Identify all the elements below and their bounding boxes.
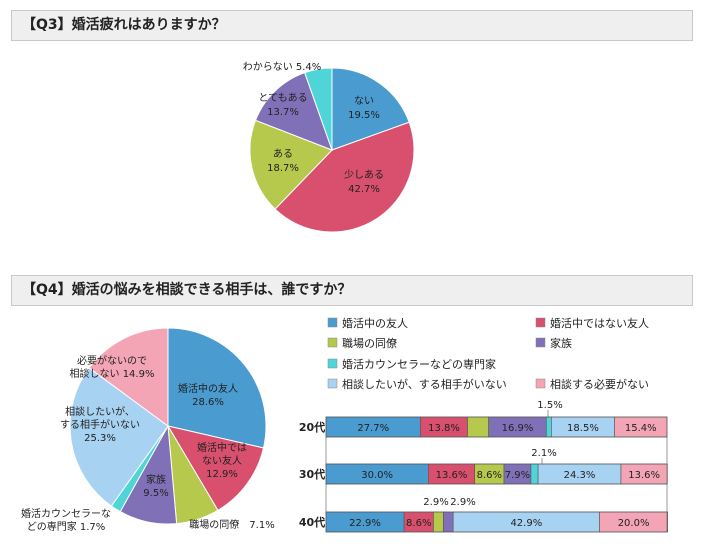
bar-label-1-5: 24.3% [564, 470, 596, 481]
q4-pie-label-s4-1: どの専門家 1.7% [27, 520, 106, 533]
q3-label-name-1: 少しある [344, 169, 384, 181]
q3-slice-3 [254, 72, 333, 151]
q3-label-value-2: 18.7% [267, 163, 299, 174]
legend-label-3: 家族 [550, 336, 572, 350]
bar-outline-1 [325, 463, 668, 485]
q4-slice-6 [88, 327, 169, 427]
q3-label-4: わからない 5.4% [243, 61, 322, 73]
bar-2-2 [433, 511, 444, 533]
legend-swatch-2 [327, 337, 338, 348]
bar-label-2-6: 20.0% [618, 518, 650, 529]
q4-pie-label-s3-0: 家族 [146, 473, 166, 486]
legend-label-0: 婚活中の友人 [342, 316, 408, 330]
legend-label-4: 婚活カウンセラーなどの専門家 [342, 357, 496, 371]
bar-0-2 [467, 416, 489, 438]
q4-pie-label-s6-0: 必要がないので [77, 354, 147, 367]
bar-label-1-0: 30.0% [361, 470, 393, 481]
bar-0-4 [545, 416, 552, 438]
legend-label-5: 相談したいが、する相手がいない [342, 377, 507, 391]
q4-slice-5 [69, 367, 169, 507]
q4-pie-label-s2-0: 職場の同僚 7.1% [189, 518, 274, 531]
bar-label-2-5: 42.9% [510, 518, 542, 529]
q4-slice-0 [167, 327, 267, 449]
q3-label-value-1: 42.7% [348, 184, 380, 195]
q3-pie-chart: ない 19.5% 少しある 42.7% ある 18.7% とてもある 13.7% わからない 5… [243, 61, 415, 233]
age-label-1: 30代 [299, 467, 325, 481]
age-label-0: 20代 [299, 420, 325, 434]
bar-label-1-1: 13.6% [436, 470, 468, 481]
bar-callout-2-2: 2.9% [423, 497, 448, 508]
bar-1-4 [530, 463, 539, 485]
bar-callout-1-4: 2.1% [531, 448, 556, 459]
q4-pie-label-s5-2: 25.3% [84, 433, 116, 444]
q3-label-value-3: 13.7% [267, 107, 299, 118]
bar-label-2-0: 22.9% [349, 518, 381, 529]
bar-callout-2-3: 2.9% [450, 497, 475, 508]
legend-swatch-3 [535, 337, 546, 348]
q4-pie-label-s3-1: 9.5% [143, 488, 168, 499]
q4-pie-label-s1-2: 12.9% [206, 469, 238, 480]
bar-label-1-2: 8.6% [477, 470, 502, 481]
q3-label-name-2: ある [273, 148, 293, 160]
legend-swatch-0 [327, 317, 338, 328]
bar-label-1-3: 7.9% [505, 470, 530, 481]
q4-pie-label-s1-1: ない友人 [202, 454, 242, 467]
q3-label-name-3: とてもある [258, 92, 307, 104]
q4-pie-label-s1-0: 婚活中では [197, 441, 247, 454]
legend-swatch-4 [327, 358, 338, 369]
bar-2-3 [443, 511, 454, 533]
bar-label-0-0: 27.7% [357, 423, 389, 434]
q4-pie-label-s0-0: 婚活中の友人 [178, 382, 238, 395]
q4-pie-label-s0-1: 28.6% [192, 397, 224, 408]
bar-label-0-6: 15.4% [625, 423, 657, 434]
legend-swatch-1 [535, 317, 546, 328]
q4-stacked-bar-chart: 20代 27.7% 13.8% 16.9% 18.5% 15.4% 30代 30.0% 13.6… [299, 400, 668, 533]
q4-pie-label-s5-0: 相談したいが、 [65, 405, 135, 418]
q4-pie-chart: 婚活中の友人 28.6% 婚活中ではない友人 12.9% 職場の同僚 7.1% 家族 9.5… [21, 327, 275, 533]
q3-slice-0 [331, 67, 410, 151]
bar-callout-0-4: 1.5% [537, 400, 562, 411]
bar-label-0-5: 18.5% [567, 423, 599, 434]
legend-swatch-5 [327, 378, 338, 389]
bar-outline-2 [325, 511, 668, 533]
q4-title: 【Q4】婚活の悩みを相談できる相手は、誰ですか？ [11, 275, 693, 306]
q3-title: 【Q3】婚活疲れはありますか？ [11, 10, 693, 41]
bar-outline-0 [325, 416, 668, 438]
q3-label-name-0: ない [354, 95, 374, 107]
q4-slice-1 [166, 425, 265, 512]
legend-label-2: 職場の同僚 [342, 337, 397, 350]
bar-label-1-6: 13.6% [628, 470, 660, 481]
q3-slice-1 [274, 121, 415, 233]
q3-slice-4 [304, 67, 333, 151]
legend-label-6: 相談する必要がない [550, 377, 649, 391]
bar-label-0-3: 16.9% [502, 423, 534, 434]
legend-label-1: 婚活中ではない友人 [550, 316, 649, 330]
q4-pie-label-s4-0: 婚活カウンセラーな [21, 507, 111, 520]
age-label-2: 40代 [299, 515, 325, 529]
q4-pie-label-s6-1: 相談しない 14.9% [70, 367, 155, 380]
legend-swatch-6 [535, 378, 546, 389]
bar-label-0-1: 13.8% [428, 423, 460, 434]
q3-label-value-0: 19.5% [348, 110, 380, 121]
q4-pie-label-s5-1: する相手がいない [60, 418, 140, 431]
bar-label-2-1: 8.6% [406, 518, 431, 529]
